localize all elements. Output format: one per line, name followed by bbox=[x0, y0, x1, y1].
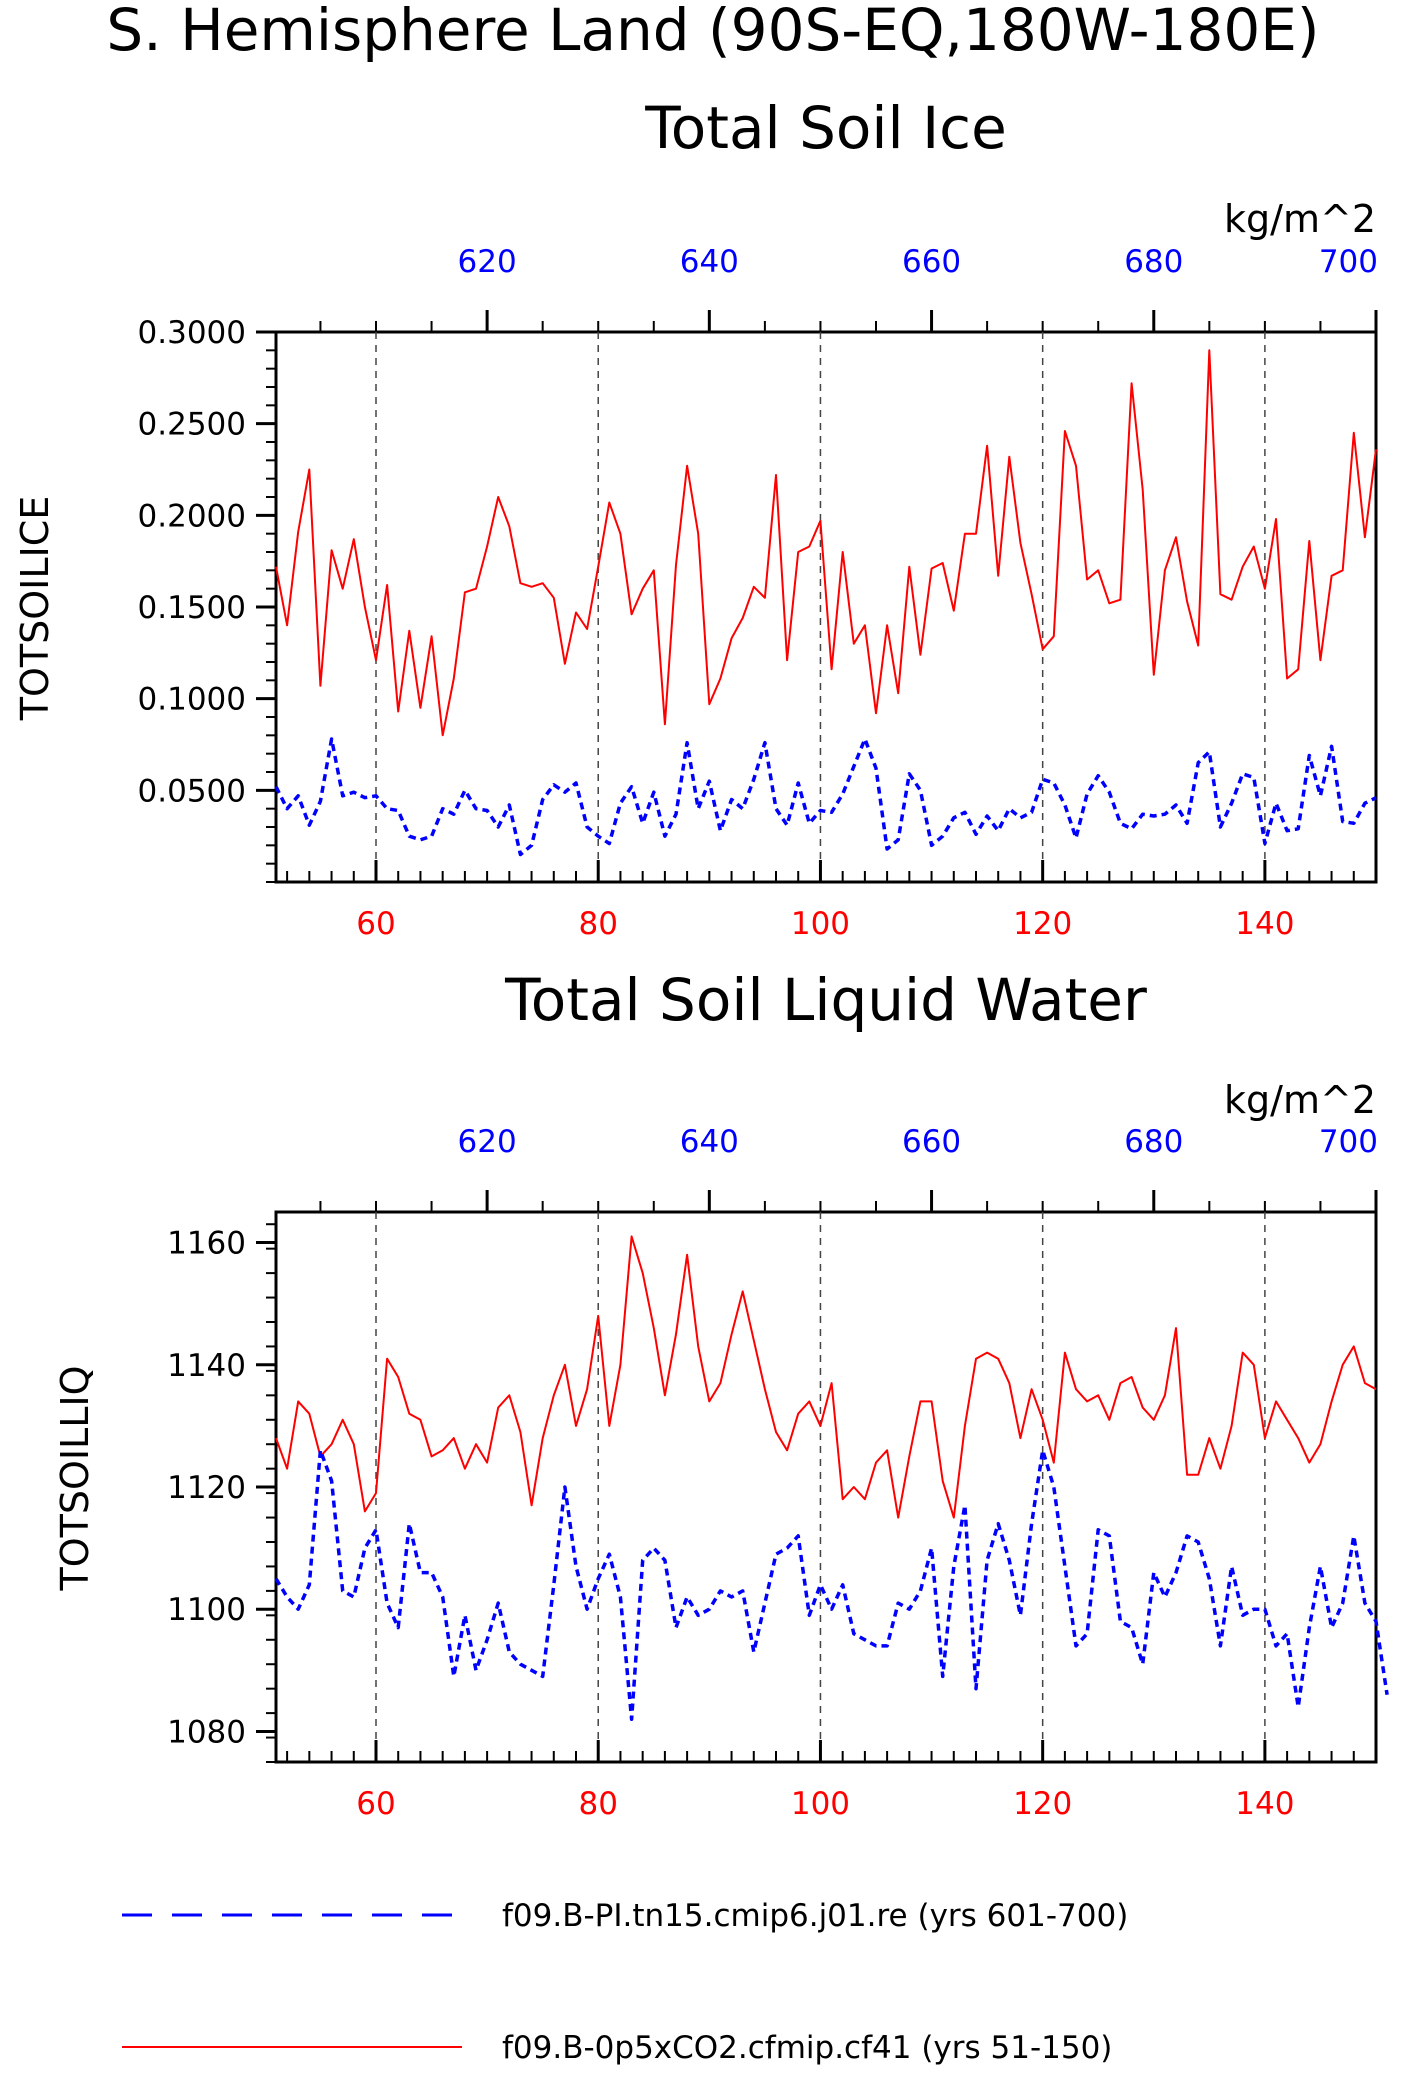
x-top-tick-label: 660 bbox=[902, 1124, 961, 1160]
red-solid-series-line bbox=[275, 349, 1377, 737]
x-bottom-tick-label: 60 bbox=[356, 1786, 395, 1822]
y-tick-label: 0.1000 bbox=[138, 682, 246, 718]
soil-liquid-axis-ticks bbox=[256, 1190, 1378, 1763]
x-bottom-tick-label: 140 bbox=[1235, 906, 1294, 942]
x-top-tick-label: 620 bbox=[458, 1124, 517, 1160]
y-tick-label: 0.2000 bbox=[138, 498, 246, 534]
y-tick-label: 1100 bbox=[167, 1592, 246, 1628]
x-top-tick-label: 660 bbox=[902, 244, 961, 280]
figure-title: S. Hemisphere Land (90S-EQ,180W-180E) bbox=[106, 0, 1319, 64]
x-bottom-tick-label: 60 bbox=[356, 906, 395, 942]
y-tick-label: 1140 bbox=[167, 1348, 246, 1384]
soil-ice-axis-ticks bbox=[256, 310, 1378, 883]
x-top-tick-label: 640 bbox=[680, 1124, 739, 1160]
soil-ice-tick-labels: 60 80 100 120 140 620 640 660 680 700 0.0500 0.1000… bbox=[138, 244, 1378, 942]
soil-ice-panel: Total Soil Ice kg/m^2 TOTSOILICE 60 80 100… bbox=[13, 94, 1378, 942]
x-top-tick-label: 680 bbox=[1124, 244, 1183, 280]
x-bottom-tick-label: 120 bbox=[1013, 1786, 1072, 1822]
x-bottom-tick-label: 100 bbox=[791, 1786, 850, 1822]
soil-ice-unit-label: kg/m^2 bbox=[1224, 197, 1376, 241]
x-bottom-tick-label: 140 bbox=[1235, 1786, 1294, 1822]
soil-liquid-y-axis-label: TOTSOILLIQ bbox=[53, 1365, 97, 1591]
blue-dashed-series-line bbox=[274, 1448, 1389, 1721]
x-bottom-tick-label: 120 bbox=[1013, 906, 1072, 942]
x-bottom-tick-label: 80 bbox=[578, 1786, 617, 1822]
y-tick-label: 0.3000 bbox=[138, 315, 246, 351]
blue-dashed-series-line bbox=[274, 737, 1377, 857]
y-tick-label: 0.0500 bbox=[138, 773, 246, 809]
y-tick-label: 1160 bbox=[167, 1226, 246, 1262]
red-solid-series-line bbox=[275, 1235, 1377, 1519]
y-tick-label: 0.1500 bbox=[138, 590, 246, 626]
soil-liquid-plot-frame bbox=[274, 1210, 1378, 1764]
legend-blue-label: f09.B-PI.tn15.cmip6.j01.re (yrs 601-700) bbox=[502, 1898, 1128, 1934]
x-top-tick-label: 620 bbox=[458, 244, 517, 280]
soil-liquid-tick-labels: 60 80 100 120 140 620 640 660 680 700 1080 1100 1120… bbox=[167, 1124, 1378, 1822]
x-top-tick-label: 640 bbox=[680, 244, 739, 280]
y-tick-label: 0.2500 bbox=[138, 407, 246, 443]
soil-liquid-gridlines bbox=[375, 1212, 1266, 1762]
y-tick-label: 1080 bbox=[167, 1714, 246, 1750]
x-bottom-tick-label: 100 bbox=[791, 906, 850, 942]
x-bottom-tick-label: 80 bbox=[578, 906, 617, 942]
soil-liquid-series-lines bbox=[274, 1235, 1389, 1721]
legend: f09.B-PI.tn15.cmip6.j01.re (yrs 601-700)… bbox=[122, 1898, 1128, 2066]
x-top-tick-label: 680 bbox=[1124, 1124, 1183, 1160]
soil-liquid-title: Total Soil Liquid Water bbox=[504, 966, 1147, 1034]
soil-liquid-unit-label: kg/m^2 bbox=[1224, 1078, 1376, 1122]
soil-ice-title: Total Soil Ice bbox=[644, 94, 1007, 162]
x-top-tick-label: 700 bbox=[1319, 1124, 1378, 1160]
soil-ice-gridlines bbox=[375, 332, 1266, 882]
x-top-tick-label: 700 bbox=[1319, 244, 1378, 280]
soil-ice-y-axis-label: TOTSOILICE bbox=[13, 496, 57, 722]
soil-liquid-panel: Total Soil Liquid Water kg/m^2 TOTSOILLI… bbox=[53, 966, 1389, 1822]
legend-red-label: f09.B-0p5xCO2.cfmip.cf41 (yrs 51-150) bbox=[502, 2030, 1112, 2066]
y-tick-label: 1120 bbox=[167, 1470, 246, 1506]
soil-ice-series-lines bbox=[274, 349, 1377, 857]
